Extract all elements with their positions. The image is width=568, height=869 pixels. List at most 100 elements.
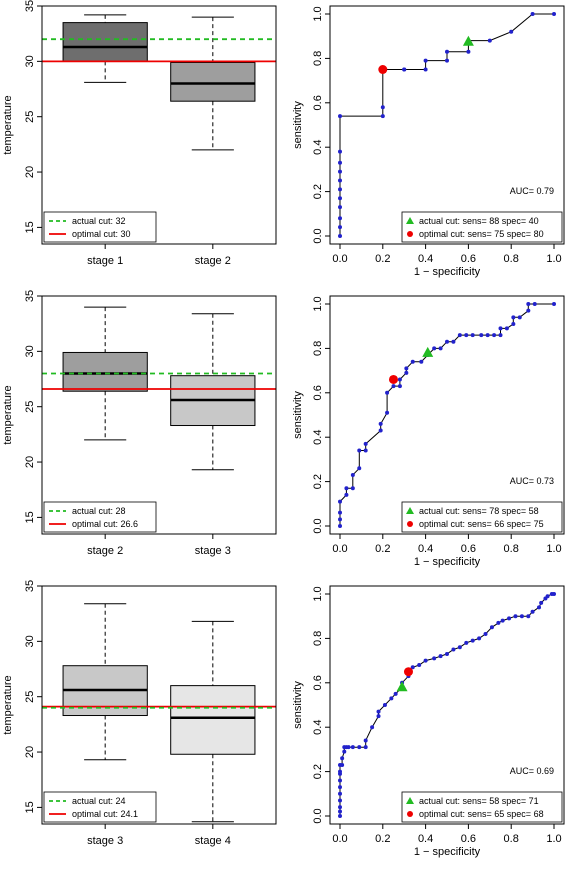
y-tick-label: 0.2 [312, 474, 324, 489]
y-tick-label: 25 [24, 401, 36, 413]
optimal-cut-marker [389, 374, 398, 384]
roc-point [489, 625, 494, 630]
y-tick-label: 35 [24, 580, 36, 592]
roc-point [513, 614, 518, 619]
roc-point [402, 67, 407, 72]
roc-point [451, 339, 456, 344]
y-tick-label: 0.0 [312, 808, 324, 823]
y-axis-title: temperature [2, 385, 14, 444]
roc-point [423, 58, 428, 63]
box-2 [170, 16, 256, 151]
legend-box [401, 501, 563, 533]
roc-point [530, 12, 535, 16]
legend-optimal-label: optimal cut: 24.1 [72, 809, 138, 819]
roc-point [526, 308, 531, 313]
y-tick-label: 30 [24, 635, 36, 647]
actual-cut-marker [396, 681, 408, 692]
roc-point [432, 346, 437, 351]
x-tick-label: 1.0 [546, 253, 561, 265]
box-iqr [62, 351, 148, 392]
actual-cut-marker [422, 346, 434, 357]
y-tick-label: 0.4 [312, 720, 324, 735]
boxplot-panel-2: 15 20 25 30 35 stage 2 stage 3 temperature actua… [2, 290, 277, 557]
x-category-label: stage 1 [87, 255, 123, 267]
roc-point [338, 178, 342, 183]
y-tick-label: 15 [24, 801, 36, 813]
roc-point [385, 390, 390, 395]
roc-point [380, 114, 385, 119]
roc-point [457, 645, 462, 650]
legend: actual cut: 28 optimal cut: 26.6 [43, 501, 157, 533]
x-tick-label: 0.8 [504, 253, 519, 265]
legend-box [401, 791, 563, 823]
roc-point [344, 492, 349, 497]
roc-point [338, 114, 342, 119]
box-iqr [170, 685, 256, 755]
roc-point [477, 636, 482, 641]
legend-actual-label: actual cut: 24 [72, 796, 126, 806]
roc-point [410, 665, 415, 670]
legend-optimal-label: optimal cut: 26.6 [72, 519, 138, 529]
y-tick-label: 35 [24, 290, 36, 302]
roc-point [417, 663, 422, 668]
y-tick-label: 0.8 [312, 341, 324, 356]
roc-point [338, 234, 342, 238]
roc-point [445, 58, 449, 63]
legend-optimal-swatch [407, 811, 413, 817]
roc-point [378, 421, 383, 426]
roc-point [338, 196, 342, 201]
roc-point [338, 769, 342, 774]
legend-actual-swatch [406, 507, 414, 514]
box-2 [170, 620, 256, 823]
y-tick-label: 1.0 [312, 6, 324, 21]
roc-point [509, 29, 514, 34]
y-tick-label: 25 [24, 691, 36, 703]
x-tick-label: 0.4 [418, 253, 433, 265]
y-axis-title: sensitivity [292, 681, 304, 729]
y-tick-label: 30 [24, 55, 36, 67]
roc-point [363, 448, 368, 453]
roc-panel-3: 0.0 0.2 0.4 0.6 0.8 1.0 0.0 0.2 0.4 0.6 0.8 1.0 1 − … [292, 585, 565, 858]
plot-frame [329, 5, 565, 245]
legend-optimal-label: optimal cut: sens= 66 spec= 75 [419, 519, 544, 529]
roc-point [530, 609, 535, 614]
x-tick-label: 0.2 [375, 543, 390, 555]
actual-cut-marker [462, 35, 474, 46]
roc-point [511, 315, 516, 320]
roc-point [438, 346, 443, 351]
roc-point [423, 658, 428, 663]
roc-panel-1: 0.0 0.2 0.4 0.6 0.8 1.0 0.0 0.2 0.4 0.6 0.8 1.0 1 − … [292, 5, 565, 278]
roc-point [492, 333, 497, 338]
x-axis-title: 1 − specificity [414, 266, 481, 278]
roc-point [552, 592, 556, 596]
roc-point [464, 640, 469, 645]
legend-actual-label: actual cut: sens= 58 spec= 71 [419, 796, 539, 806]
y-tick-label: 30 [24, 345, 36, 357]
roc-point [338, 216, 342, 221]
roc-point [340, 756, 345, 761]
roc-point [338, 524, 342, 528]
roc-point [445, 339, 449, 344]
roc-point [470, 333, 475, 338]
roc-point [338, 169, 342, 174]
roc-point [479, 333, 484, 338]
x-category-label: stage 4 [195, 835, 231, 847]
box-1 [62, 14, 148, 83]
roc-point [487, 38, 492, 43]
roc-point [397, 384, 402, 389]
roc-point [338, 160, 342, 165]
roc-curve-line [339, 303, 554, 526]
roc-point [338, 517, 342, 522]
auc-label: AUC= 0.79 [510, 186, 554, 196]
roc-point [498, 326, 503, 331]
box-1 [62, 306, 148, 441]
roc-point [338, 814, 342, 818]
roc-point [423, 67, 428, 72]
legend-box [43, 501, 157, 533]
roc-point [357, 448, 362, 453]
roc-point [537, 605, 542, 610]
x-tick-label: 1.0 [546, 833, 561, 845]
y-axis-title: sensitivity [292, 391, 304, 439]
roc-point [389, 696, 394, 701]
